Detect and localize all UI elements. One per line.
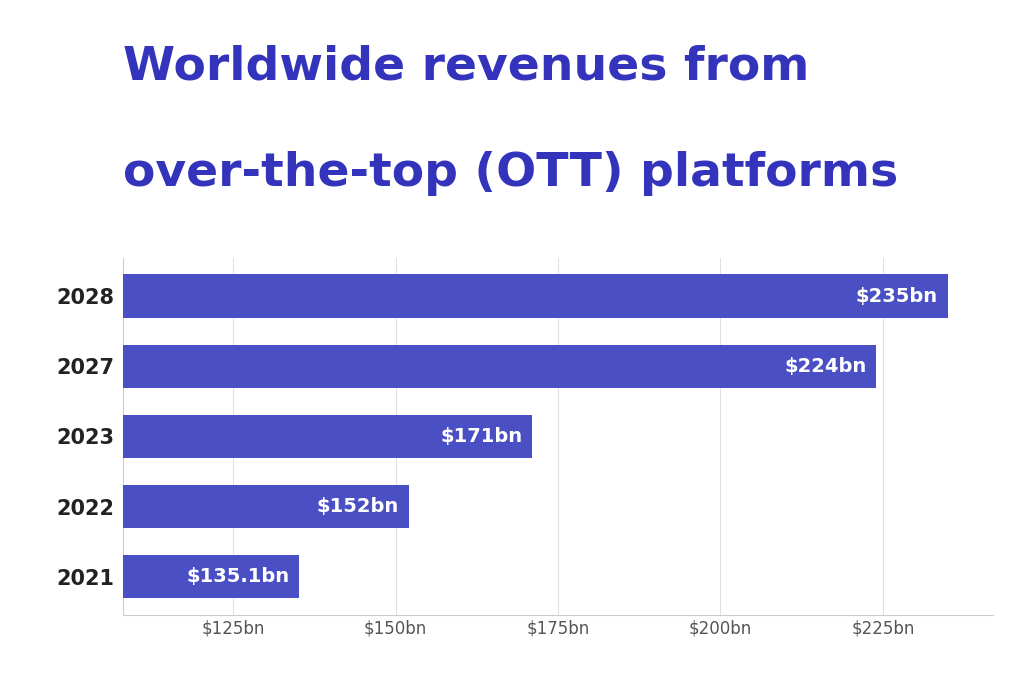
Bar [0,344,877,388]
Bar [0,415,532,458]
Text: over-the-top (OTT) platforms: over-the-top (OTT) platforms [123,151,898,196]
Bar [0,555,299,598]
Text: $135.1bn: $135.1bn [186,568,289,586]
Text: Worldwide revenues from: Worldwide revenues from [123,44,809,89]
Text: $224bn: $224bn [784,357,866,376]
Bar [0,275,948,318]
Bar [0,485,409,529]
Text: $235bn: $235bn [856,287,938,305]
Text: $152bn: $152bn [316,497,399,516]
Text: $171bn: $171bn [440,427,522,446]
